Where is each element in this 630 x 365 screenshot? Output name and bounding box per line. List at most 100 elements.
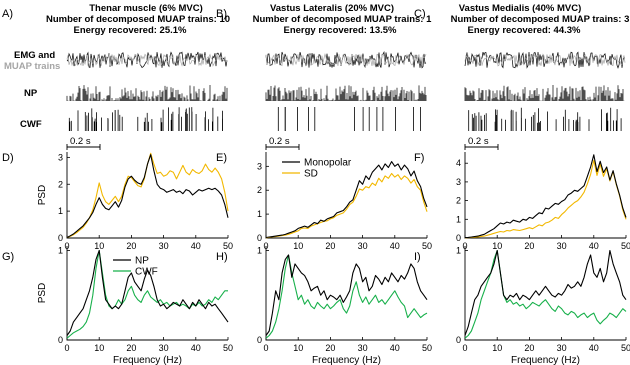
signal-traces xyxy=(66,51,626,131)
panel-e-xtick-label: 20 xyxy=(325,241,335,251)
scale-bar-a xyxy=(66,144,101,150)
panel-d-ytick-label: 2 xyxy=(58,179,63,189)
panel-h-xtick-label: 10 xyxy=(293,343,303,353)
panel-h-series-cwf xyxy=(265,254,428,339)
panel-h-ytick-label: 0 xyxy=(257,335,262,345)
column-a-trains: Number of decomposed MUAP trains: 10 xyxy=(46,14,230,25)
panel-e-ytick-label: 0 xyxy=(257,233,262,243)
panel-h-xtick-label: 30 xyxy=(358,343,368,353)
panel-letter-f: F) xyxy=(414,152,424,164)
panel-e-xtick-label: 10 xyxy=(293,241,303,251)
np-trace-1 xyxy=(265,85,427,101)
panel-e-xtick-label: 30 xyxy=(358,241,368,251)
panel-f-xtick-label: 50 xyxy=(621,241,630,251)
panel-g-ytick-label: 0 xyxy=(58,335,63,345)
panel-letter-b: B) xyxy=(216,8,227,20)
legend-label-np: NP xyxy=(135,256,149,267)
panel-i-xtick-label: 20 xyxy=(524,343,534,353)
panel-d-xtick-label: 10 xyxy=(94,241,104,251)
emg-trace-2-1 xyxy=(464,53,626,68)
panel-h-series-np xyxy=(265,254,428,336)
panel-letter-i: I) xyxy=(414,251,421,263)
panel-d-ytick-label: 3 xyxy=(58,152,63,162)
panel-e-series-monopolar xyxy=(265,161,428,239)
np-trace-2 xyxy=(464,85,625,101)
panel-e-ytick-label: 2 xyxy=(257,185,262,195)
panel-i-ytick-label: 0 xyxy=(456,335,461,345)
legend-label-cwf: CWF xyxy=(135,267,158,278)
panel-d-xtick-label: 50 xyxy=(223,241,233,251)
panel-f-axes xyxy=(464,152,626,239)
row-label-np: NP xyxy=(24,88,38,99)
cwf-trace-1 xyxy=(277,107,421,131)
panel-i-xlabel: Frequency (Hz) xyxy=(511,355,580,365)
panel-f-xtick-label: 30 xyxy=(557,241,567,251)
panel-g-xtick-label: 40 xyxy=(191,343,201,353)
panel-i-xtick-label: 50 xyxy=(621,343,630,353)
panel-d-ytick-label: 1 xyxy=(58,206,63,216)
panel-i-axes xyxy=(464,246,626,341)
panel-letter-e: E) xyxy=(216,152,227,164)
panel-h-ytick-label: 1 xyxy=(257,245,262,255)
np-trace-0 xyxy=(66,85,228,101)
row-label-cwf: CWF xyxy=(20,119,42,130)
legend-label-sd: SD xyxy=(304,169,318,180)
panel-h-xtick-label: 50 xyxy=(422,343,432,353)
emg-trace-0-1 xyxy=(66,53,228,67)
panel-g-xtick-label: 20 xyxy=(126,343,136,353)
emg-trace-1-0 xyxy=(265,51,427,69)
panel-h-xtick-label: 0 xyxy=(263,343,268,353)
scale-bar-label-b: 0.2 s xyxy=(269,136,290,147)
panel-f-ytick-label: 1 xyxy=(456,214,461,224)
panel-g-xtick-label: 10 xyxy=(94,343,104,353)
column-b-title: Vastus Lateralis (20% MVC) xyxy=(270,3,394,14)
panel-g-series-cwf xyxy=(66,249,228,339)
column-b-energy: Energy recovered: 13.5% xyxy=(283,25,397,36)
panel-g-xtick-label: 30 xyxy=(159,343,169,353)
panel-e-xtick-label: 50 xyxy=(422,241,432,251)
panel-d-xtick-label: 20 xyxy=(126,241,136,251)
scale-bar-label-a: 0.2 s xyxy=(70,136,91,147)
panel-d-xtick-label: 30 xyxy=(159,241,169,251)
emg-trace-1-1 xyxy=(265,52,427,67)
column-c-trains: Number of decomposed MUAP trains: 3 xyxy=(451,14,630,25)
cwf-trace-0 xyxy=(68,107,223,131)
column-c-title: Vastus Medialis (40% MVC) xyxy=(459,3,581,14)
panel-f-xtick-label: 40 xyxy=(589,241,599,251)
panel-f-series-monopolar xyxy=(464,154,627,239)
panel-i-ytick-label: 1 xyxy=(456,245,461,255)
panel-g-ytick-label: 1 xyxy=(58,245,63,255)
panel-f-ytick-label: 2 xyxy=(456,196,461,206)
panel-h-xtick-label: 40 xyxy=(390,343,400,353)
panel-i-xtick-label: 0 xyxy=(462,343,467,353)
panel-i-xtick-label: 40 xyxy=(589,343,599,353)
panel-d-xtick-label: 40 xyxy=(191,241,201,251)
panel-i-xtick-label: 30 xyxy=(557,343,567,353)
panel-e-ytick-label: 3 xyxy=(257,161,262,171)
panel-letter-h: H) xyxy=(216,251,228,263)
legend-label-monopolar: Monopolar xyxy=(304,158,352,169)
panel-letter-d: D) xyxy=(2,152,14,164)
scale-bar-c xyxy=(464,144,499,150)
cwf-trace-2 xyxy=(468,107,622,131)
panel-d-ytick-label: 0 xyxy=(58,233,63,243)
column-a-title: Thenar muscle (6% MVC) xyxy=(89,3,203,14)
row-label-emg: EMG and xyxy=(14,50,55,61)
panel-f-ytick-label: 3 xyxy=(456,177,461,187)
panel-f-series-sd xyxy=(464,159,627,239)
panel-g-xtick-label: 50 xyxy=(223,343,233,353)
column-a-energy: Energy recovered: 25.1% xyxy=(73,25,187,36)
row-label-muap: MUAP trains xyxy=(4,61,60,72)
panel-f-ytick-label: 4 xyxy=(456,158,461,168)
panel-f-xtick-label: 10 xyxy=(492,241,502,251)
panel-g-series-np xyxy=(66,249,229,336)
